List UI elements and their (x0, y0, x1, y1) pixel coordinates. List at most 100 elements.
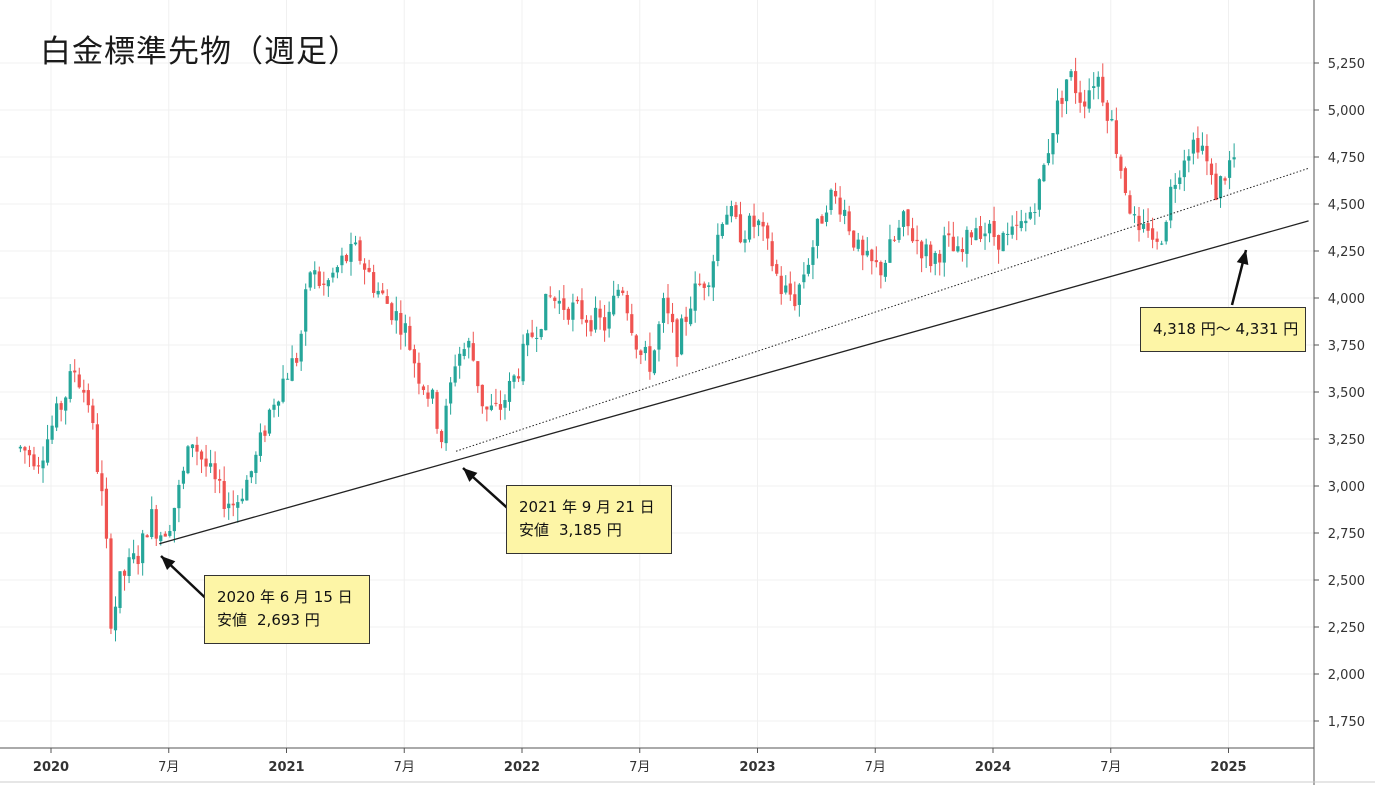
callout-value: 2,693 円 (257, 611, 320, 629)
candle-body (1087, 90, 1091, 109)
candle-body (901, 211, 906, 227)
support-line (159, 220, 1309, 545)
candle-body (960, 249, 964, 253)
candle-body (811, 247, 815, 265)
candle-body (879, 262, 883, 276)
candle-body (430, 389, 435, 399)
candle-body (1069, 71, 1073, 78)
candle-body (36, 465, 41, 467)
candle-body (1209, 163, 1214, 176)
candle-body (507, 380, 512, 402)
candle-body (983, 233, 987, 237)
candle-body (403, 323, 407, 333)
candle-body (476, 361, 480, 387)
candle-body (1042, 164, 1046, 182)
candle-body (23, 447, 27, 451)
candle-body (1033, 212, 1037, 214)
candle-body (630, 314, 634, 333)
candle-body (295, 358, 299, 363)
candle-body (829, 189, 833, 210)
candle-body (634, 335, 638, 350)
candle-body (929, 244, 933, 267)
candle-body (471, 343, 475, 361)
candle-body (870, 249, 874, 262)
candle-body (1060, 97, 1064, 104)
candle-body (847, 211, 851, 232)
candle-body (480, 384, 484, 407)
candle-body (625, 294, 629, 314)
candle-body (698, 283, 702, 285)
candle-body (100, 473, 104, 492)
candle-body (969, 232, 974, 238)
candle-body (920, 241, 924, 259)
candlestick-series (18, 57, 1236, 642)
candle-body (68, 371, 72, 399)
candle-body (1024, 220, 1028, 224)
candle-body (494, 402, 498, 404)
candle-body (394, 311, 398, 321)
candle-body (145, 535, 149, 538)
candle-body (331, 272, 335, 278)
candle-body (376, 290, 380, 295)
candle-body (797, 284, 801, 305)
candle-body (639, 350, 643, 355)
chart-title: 白金標準先物（週足） (40, 34, 360, 70)
candle-body (575, 299, 580, 302)
candle-body (1123, 168, 1128, 194)
candle-body (888, 239, 892, 263)
candle-body (1019, 221, 1023, 229)
y-tick-label: 3,250 (1328, 433, 1365, 448)
candle-body (892, 239, 897, 241)
trendlines (159, 167, 1309, 545)
x-tick-label: 2021 (268, 760, 304, 775)
candle-body (1092, 86, 1096, 88)
candle-body (313, 270, 317, 275)
candle-body (1015, 224, 1019, 226)
candle-body (186, 446, 190, 474)
x-tick-label: 2023 (739, 760, 775, 775)
candle-body (449, 382, 453, 404)
callout-support-range: 4,318 円〜 4,331 円 (1140, 307, 1306, 352)
candle-body (833, 190, 838, 197)
candle-body (747, 215, 752, 240)
candle-body (702, 283, 706, 288)
candle-body (1137, 215, 1141, 231)
candle-body (181, 470, 186, 484)
candle-body (648, 346, 652, 372)
candle-body (503, 400, 507, 408)
candle-body (779, 275, 783, 295)
candle-body (915, 239, 919, 242)
candle-body (285, 378, 290, 380)
candle-body (978, 226, 983, 239)
candle-body (684, 316, 688, 322)
candle-body (417, 362, 421, 384)
candle-body (1114, 120, 1118, 154)
candle-body (50, 425, 54, 440)
y-tick-label: 4,750 (1328, 151, 1365, 166)
candle-body (1146, 223, 1150, 231)
candle-body (1001, 232, 1005, 252)
candle-body (956, 246, 960, 252)
candle-body (933, 252, 937, 264)
candle-body (815, 218, 820, 246)
candle-body (1037, 179, 1041, 210)
candle-body (670, 313, 675, 323)
y-tick-label: 3,750 (1328, 339, 1365, 354)
candle-body (1223, 178, 1227, 181)
x-tick-label: 7月 (394, 760, 415, 775)
arrow-support-range-head (1236, 250, 1249, 266)
candle-body (1006, 233, 1010, 235)
candle-body (1096, 76, 1100, 87)
candle-body (1218, 176, 1223, 199)
x-axis-ticks: 2020 7月 2021 7月 2022 7月 2023 7月 2024 7月 2025 (33, 748, 1247, 775)
candle-body (965, 229, 969, 254)
candle-body (64, 397, 68, 411)
candle-body (177, 484, 181, 509)
candle-body (390, 303, 394, 321)
candle-body (992, 221, 996, 238)
candle-body (154, 509, 158, 539)
candle-body (1187, 156, 1191, 161)
candle-body (1128, 195, 1132, 214)
candle-body (580, 300, 584, 320)
candle-body (756, 220, 761, 226)
